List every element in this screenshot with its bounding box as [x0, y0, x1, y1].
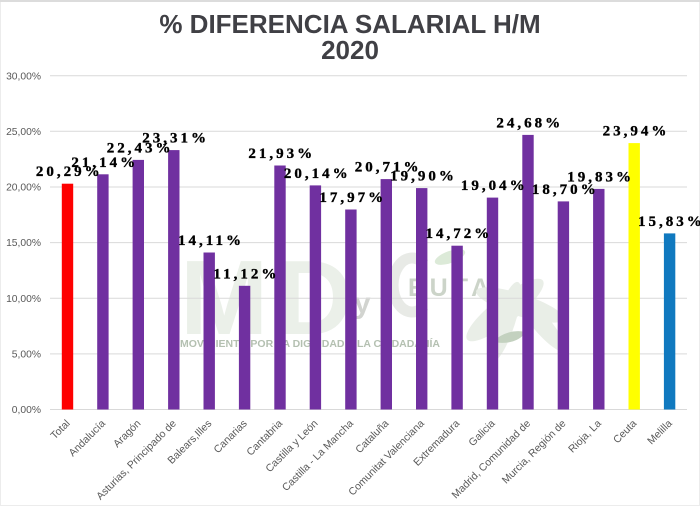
svg-text:5,00%: 5,00%	[12, 350, 41, 361]
svg-text:Murcia, Región de: Murcia, Región de	[500, 418, 569, 487]
svg-text:19,90%: 19,90%	[390, 169, 457, 185]
svg-text:Melilla: Melilla	[645, 418, 675, 448]
svg-text:19,83%: 19,83%	[567, 169, 634, 185]
svg-text:20,00%: 20,00%	[6, 183, 41, 194]
svg-text:20,71%: 20,71%	[355, 160, 422, 176]
svg-text:19,04%: 19,04%	[461, 178, 528, 194]
svg-text:Ceuta: Ceuta	[611, 418, 639, 446]
svg-text:18,70%: 18,70%	[532, 182, 599, 198]
svg-text:y: y	[354, 287, 371, 320]
svg-text:Total: Total	[48, 418, 72, 442]
svg-text:23,31%: 23,31%	[142, 131, 209, 147]
svg-text:10,00%: 10,00%	[6, 294, 41, 305]
svg-text:20,29%: 20,29%	[36, 164, 103, 180]
svg-text:Andalucía: Andalucía	[67, 418, 109, 460]
svg-text:22,43%: 22,43%	[107, 140, 174, 156]
svg-text:Castilla - La Mancha: Castilla - La Mancha	[280, 418, 356, 494]
svg-text:21,14%: 21,14%	[71, 155, 138, 171]
svg-text:30,00%: 30,00%	[6, 71, 41, 82]
svg-text:Aragón: Aragón	[111, 418, 144, 451]
svg-text:Galicia: Galicia	[466, 418, 497, 449]
svg-text:20,14%: 20,14%	[284, 166, 351, 182]
svg-text:0,00%: 0,00%	[12, 405, 41, 416]
svg-text:24,68%: 24,68%	[496, 115, 563, 131]
svg-text:15,83%: 15,83%	[638, 214, 700, 230]
svg-text:Rioja, La: Rioja, La	[566, 418, 604, 456]
svg-text:15,00%: 15,00%	[6, 238, 41, 249]
svg-text:23,94%: 23,94%	[603, 124, 670, 140]
svg-text:11,12%: 11,12%	[213, 266, 279, 282]
svg-text:25,00%: 25,00%	[6, 127, 41, 138]
svg-text:14,11%: 14,11%	[178, 233, 244, 249]
svg-text:21,93%: 21,93%	[248, 146, 315, 162]
svg-text:17,97%: 17,97%	[319, 190, 386, 206]
svg-text:14,72%: 14,72%	[426, 226, 493, 242]
